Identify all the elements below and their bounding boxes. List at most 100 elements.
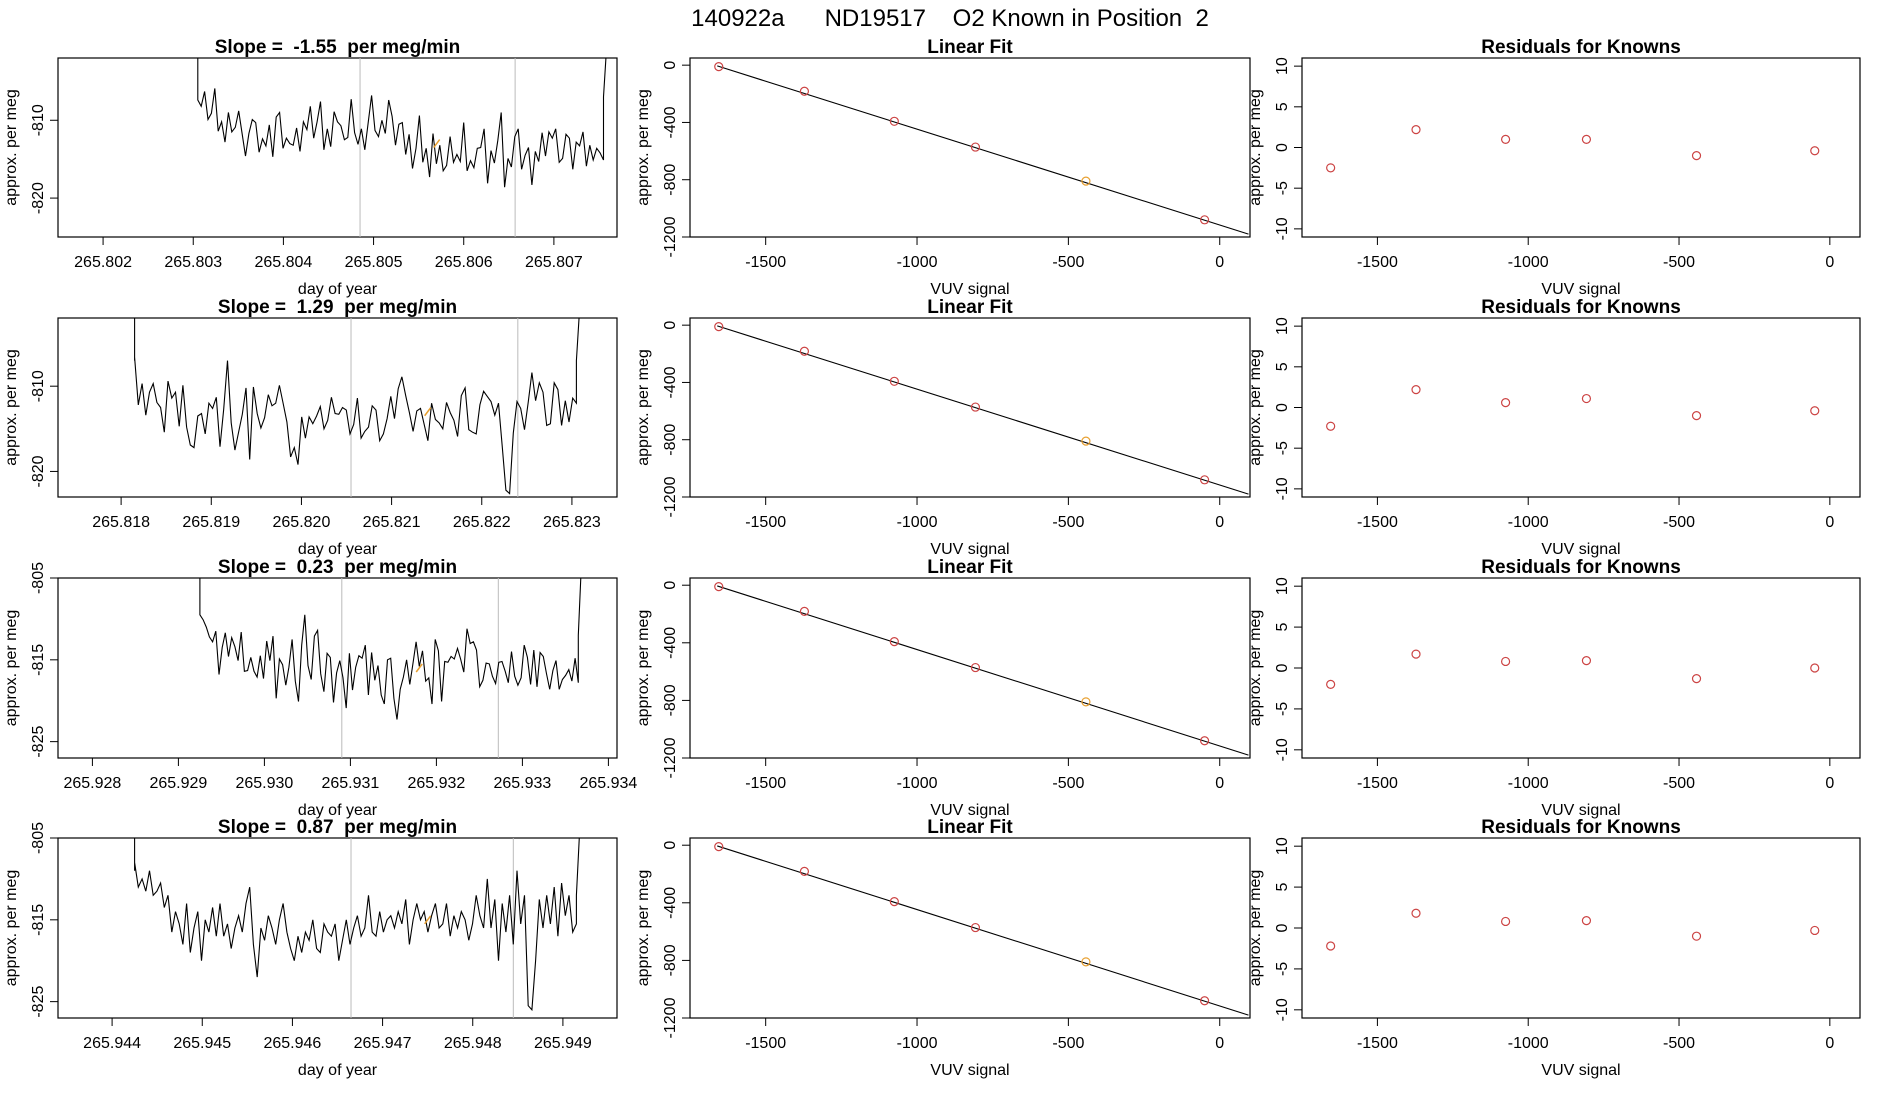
time-series-2-x-tick-label: 265.823: [543, 514, 601, 531]
linear-fit-2-data-point: [1199, 475, 1210, 485]
residuals-1-title: Residuals for Knowns: [1481, 37, 1681, 58]
residuals-2-y-tick-label: -5: [1274, 441, 1291, 455]
linear-fit-1-data-point: [970, 142, 981, 152]
time-series-2-highlight-marker: [424, 407, 432, 417]
linear-fit-4-data-point: [970, 922, 981, 933]
linear-fit-4-x-tick-label: -1500: [745, 1035, 786, 1052]
residuals-4-ylabel: approx. per meg: [1247, 870, 1264, 987]
residuals-4-data-point: [1411, 908, 1421, 918]
residuals-1-data-point: [1691, 151, 1702, 161]
residuals-1-y-tick-label: 0: [1274, 143, 1291, 152]
linear-fit-1-y-tick-label: -800: [662, 164, 679, 196]
time-series-4-x-tick-label: 265.949: [534, 1035, 592, 1052]
linear-fit-1-plot-frame: [689, 57, 1251, 238]
residuals-1-data-point: [1581, 134, 1592, 144]
linear-fit-2-y-tick-label: -400: [662, 366, 679, 398]
time-series-2-ylabel: approx. per meg: [3, 349, 20, 466]
linear-fit-4-y-tick-label: -400: [662, 887, 679, 919]
linear-fit-3-data-point: [714, 582, 724, 592]
time-series-3-y-tick-label: -805: [30, 562, 47, 594]
time-series-4-y-tick-label: -815: [30, 904, 47, 936]
linear-fit-2-x-tick-label: -1500: [745, 514, 786, 531]
residuals-3-data-point: [1691, 674, 1702, 684]
residuals-1-ylabel: approx. per meg: [1247, 89, 1264, 206]
time-series-4-ylabel: approx. per meg: [3, 870, 20, 987]
linear-fit-4-y-tick-label: -800: [662, 944, 679, 976]
time-series-2-x-tick-label: 265.821: [363, 514, 421, 531]
time-series-4-x-tick-label: 265.946: [263, 1035, 321, 1052]
linear-fit-2-y-tick-label: -800: [662, 424, 679, 456]
linear-fit-4-y-tick-label: 0: [662, 841, 679, 850]
linear-fit-3-y-tick-label: -800: [662, 684, 679, 716]
residuals-3-ylabel: approx. per meg: [1247, 610, 1264, 727]
time-series-4-xlabel: day of year: [298, 1062, 378, 1079]
residuals-2-x-tick-label: -500: [1663, 514, 1695, 531]
residuals-2-y-tick-label: -10: [1274, 477, 1291, 500]
linear-fit-1-fit-line: [717, 65, 1249, 235]
residuals-4-xlabel: VUV signal: [1541, 1062, 1620, 1079]
time-series-1-x-tick-label: 265.805: [345, 254, 403, 271]
linear-fit-4-data-point: [714, 842, 724, 852]
residuals-3-y-tick-label: -10: [1274, 738, 1291, 761]
linear-fit-4-data-point: [799, 866, 810, 877]
linear-fit-1-x-tick-label: -1000: [897, 254, 938, 271]
linear-fit-2-data-point: [1081, 436, 1091, 446]
residuals-2-x-tick-label: -1000: [1508, 514, 1549, 531]
time-series-1-title: Slope = -1.55 per meg/min: [215, 37, 461, 58]
residuals-4-y-tick-label: 0: [1274, 923, 1291, 932]
time-series-1-plot-frame: [57, 57, 618, 238]
linear-fit-1-panel: Linear Fit VUV signal approx. per meg -1500…: [635, 37, 1251, 298]
time-series-1-y-tick-label: -810: [30, 104, 47, 136]
time-series-4-title: Slope = 0.87 per meg/min: [218, 817, 457, 838]
linear-fit-4-x-tick-label: -1000: [897, 1035, 938, 1052]
residuals-1-data-point: [1411, 125, 1421, 135]
linear-fit-3-data-point: [1081, 697, 1091, 707]
residuals-3-y-tick-label: -5: [1274, 702, 1291, 716]
linear-fit-3-data-point: [799, 606, 810, 617]
linear-fit-1-data-point: [714, 61, 724, 72]
linear-fit-4-data-point: [1199, 996, 1210, 1006]
residuals-1-y-tick-label: 5: [1274, 102, 1291, 111]
residuals-3-y-tick-label: 10: [1274, 577, 1291, 595]
residuals-1-x-tick-label: -1500: [1357, 254, 1398, 271]
linear-fit-1-data-point: [1199, 215, 1210, 225]
time-series-1-x-tick-label: 265.802: [74, 254, 132, 271]
residuals-1-plot-area: [1326, 125, 1820, 173]
linear-fit-1-title: Linear Fit: [927, 37, 1013, 58]
linear-fit-2-data-point: [889, 376, 899, 386]
residuals-2-xlabel: VUV signal: [1541, 541, 1620, 558]
linear-fit-1-x-tick-label: -500: [1052, 254, 1084, 271]
linear-fit-1-plot-area: [714, 61, 1249, 235]
time-series-3-x-tick-label: 265.929: [149, 775, 207, 792]
residuals-1-x-tick-label: -500: [1663, 254, 1695, 271]
time-series-2-y-tick-label: -820: [30, 455, 47, 487]
residuals-3-plot-area: [1326, 649, 1820, 689]
time-series-3-x-tick-label: 265.933: [493, 775, 551, 792]
linear-fit-2-title: Linear Fit: [927, 297, 1013, 318]
linear-fit-1-xlabel: VUV signal: [930, 281, 1009, 298]
time-series-3-panel: Slope = 0.23 per meg/min day of year appro…: [3, 557, 637, 819]
residuals-4-data-point: [1500, 916, 1511, 927]
linear-fit-3-data-point: [889, 637, 899, 647]
time-series-1-x-tick-label: 265.807: [525, 254, 583, 271]
linear-fit-3-x-tick-label: -1500: [745, 775, 786, 792]
residuals-1-data-point: [1810, 146, 1820, 156]
linear-fit-1-data-point: [1081, 176, 1091, 186]
residuals-1-data-point: [1326, 163, 1336, 173]
linear-fit-1-ylabel: approx. per meg: [635, 89, 652, 206]
residuals-4-panel: Residuals for Knowns VUV signal approx. pe…: [1247, 817, 1861, 1079]
residuals-2-data-point: [1691, 411, 1702, 421]
linear-fit-3-xlabel: VUV signal: [930, 802, 1009, 819]
linear-fit-1-data-point: [889, 116, 899, 126]
time-series-4-y-tick-label: -805: [30, 822, 47, 854]
time-series-1-xlabel: day of year: [298, 281, 378, 298]
linear-fit-2-y-tick-label: 0: [662, 321, 679, 330]
linear-fit-3-title: Linear Fit: [927, 557, 1013, 578]
linear-fit-2-data-point: [970, 402, 981, 412]
time-series-3-y-tick-label: -815: [30, 644, 47, 676]
residuals-2-x-tick-label: -1500: [1357, 514, 1398, 531]
linear-fit-3-ylabel: approx. per meg: [635, 610, 652, 727]
residuals-4-x-tick-label: 0: [1825, 1035, 1834, 1052]
time-series-3-y-tick-label: -825: [30, 726, 47, 758]
time-series-2-x-tick-label: 265.820: [273, 514, 331, 531]
